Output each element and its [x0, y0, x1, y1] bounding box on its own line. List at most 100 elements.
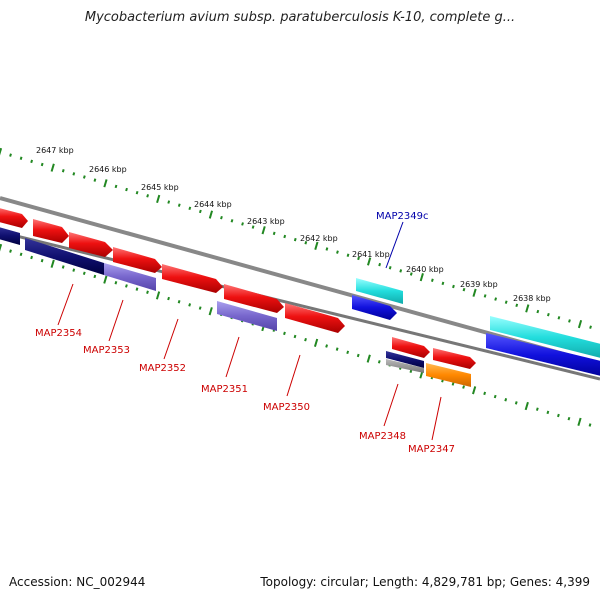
scale-ring-outer [0, 147, 592, 329]
scale-tick-minor [346, 253, 350, 257]
scale-tick-minor [283, 234, 287, 239]
gene-arrow-forward[interactable] [162, 264, 223, 293]
scale-label: 2642 kbp [300, 234, 338, 243]
scale-label: 2640 kbp [406, 265, 444, 274]
gene-arrow-reverse[interactable] [426, 363, 471, 387]
gene-arrow-forward[interactable] [113, 247, 162, 273]
accession-info: Accession: NC_002944 [9, 575, 146, 589]
scale-tick-minor [30, 159, 34, 164]
scale-tick-minor [114, 184, 118, 189]
scale-tick-minor [483, 294, 487, 298]
scale-tick-minor [462, 385, 465, 389]
gene-labels: MAP2354 MAP2353 MAP2352 MAP2351 MAP2350 … [35, 211, 455, 455]
scale-tick-minor [483, 391, 487, 396]
scale-tick-minor [30, 255, 33, 260]
scale-tick-minor [325, 247, 329, 251]
scale-tick-minor [378, 262, 382, 267]
scale-tick-minor [61, 265, 65, 269]
scale-tick-minor [399, 269, 403, 273]
gene-arrow-reverse[interactable] [0, 226, 20, 245]
gene-arrow-cyan[interactable] [356, 278, 403, 304]
scale-tick-minor [40, 258, 44, 263]
gene-arrow-forward[interactable] [33, 219, 69, 243]
scale-tick-minor [589, 325, 592, 329]
forward-strand-features [0, 207, 476, 369]
scale-tick-major [261, 226, 266, 235]
scale-label: 2645 kbp [141, 183, 179, 192]
highlight-features [352, 278, 600, 377]
gene-arrow-forward[interactable] [224, 284, 284, 313]
scale-tick-major [50, 163, 55, 172]
scale-tick-major [103, 275, 108, 284]
gene-label-map2354[interactable]: MAP2354 [35, 328, 82, 339]
scale-tick-minor [557, 413, 560, 418]
scale-tick-minor [198, 209, 202, 214]
genome-summary: Topology: circular; Length: 4,829,781 bp… [260, 575, 590, 589]
scale-tick-major [525, 304, 530, 313]
scale-tick-minor [304, 241, 308, 245]
scale-tick-minor [546, 410, 550, 415]
gene-arrow-reverse[interactable] [217, 301, 277, 331]
scale-tick-minor [325, 344, 329, 348]
gene-arrow-reverse[interactable] [386, 359, 424, 373]
reverse-strand-features [0, 226, 471, 387]
scale-tick-minor [198, 306, 202, 310]
scale-tick-minor [346, 350, 350, 355]
scale-tick-major [208, 307, 213, 316]
scale-tick-minor [546, 312, 550, 317]
gene-label-map2351[interactable]: MAP2351 [201, 384, 248, 395]
scale-tick-major [367, 257, 372, 266]
gene-arrow-forward[interactable] [0, 207, 28, 228]
scale-tick-minor [125, 187, 128, 192]
gene-arrow-reverse[interactable] [104, 263, 156, 291]
scale-tick-major [0, 147, 3, 156]
gene-arrow-forward[interactable] [433, 348, 476, 369]
scale-tick-minor [409, 369, 413, 373]
gene-arrow-reverse[interactable] [386, 351, 424, 368]
scale-tick-minor [188, 206, 192, 211]
scale-tick-minor [167, 200, 171, 204]
scale-tick-minor [177, 300, 181, 304]
gene-label-map2348[interactable]: MAP2348 [359, 431, 406, 442]
scale-tick-minor [462, 287, 466, 292]
scale-tick-minor [230, 219, 234, 223]
gene-label-map2353[interactable]: MAP2353 [83, 345, 130, 356]
scale-tick-minor [430, 278, 434, 282]
scale-tick-minor [177, 203, 181, 207]
gene-label-map2347[interactable]: MAP2347 [408, 444, 455, 455]
scale-tick-minor [61, 169, 65, 173]
scale-tick-minor [304, 337, 307, 342]
scale-tick-minor [377, 360, 381, 364]
map-title: Mycobacterium avium subsp. paratuberculo… [84, 10, 516, 25]
scale-tick-minor [135, 287, 139, 291]
scale-tick-minor [356, 353, 360, 358]
scale-tick-minor [82, 175, 86, 179]
scale-tick-minor [114, 281, 118, 285]
gene-arrow-cyan[interactable] [490, 316, 600, 359]
scale-tick-minor [9, 249, 12, 253]
scale-label: 2638 kbp [513, 294, 551, 303]
scale-label: 2639 kbp [460, 280, 498, 289]
scale-tick-major [366, 354, 371, 363]
scale-tick-minor [146, 194, 150, 198]
gene-arrow-forward[interactable] [392, 337, 430, 358]
scale-tick-minor [19, 252, 23, 257]
scale-tick-minor [220, 215, 223, 220]
scale-tick-minor [93, 274, 97, 279]
gene-arrow-blue[interactable] [486, 333, 600, 377]
scale-tick-minor [9, 153, 12, 157]
scale-tick-major [314, 241, 319, 250]
scale-tick-minor [504, 300, 508, 304]
scale-tick-major [524, 401, 529, 411]
gene-arrow-forward[interactable] [285, 303, 345, 333]
gene-label-map2350[interactable]: MAP2350 [263, 402, 310, 413]
gene-label-map2349c[interactable]: MAP2349c [376, 211, 428, 222]
scale-tick-minor [388, 266, 392, 270]
gene-arrow-blue[interactable] [352, 295, 397, 320]
gene-arrow-forward[interactable] [69, 232, 113, 257]
scale-tick-minor [167, 296, 170, 301]
scale-label: 2647 kbp [36, 146, 74, 155]
scale-tick-major [103, 179, 108, 188]
gene-arrow-reverse[interactable] [25, 238, 104, 275]
gene-label-map2352[interactable]: MAP2352 [139, 363, 186, 374]
